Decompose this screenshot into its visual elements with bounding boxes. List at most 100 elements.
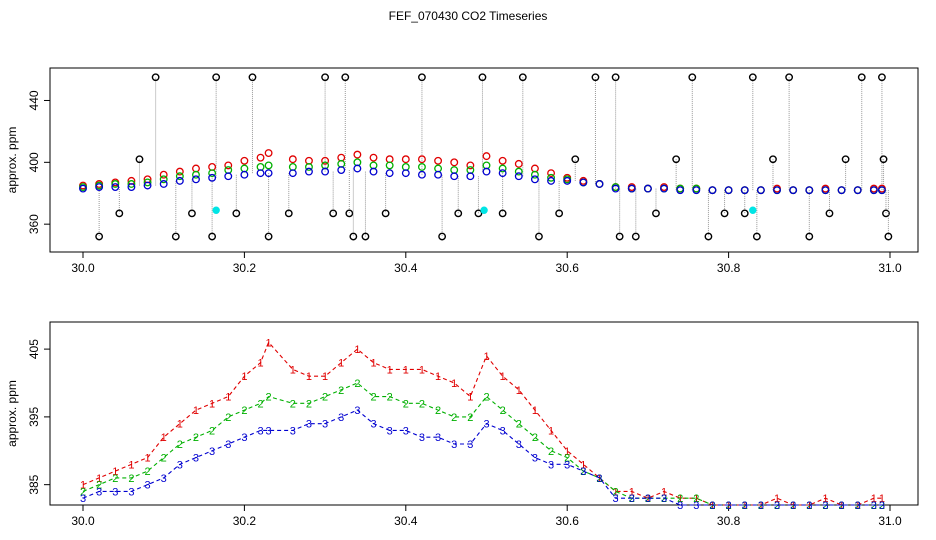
series-symbol: 3 — [726, 500, 732, 512]
series-symbol: 1 — [419, 364, 425, 376]
data-point — [143, 181, 152, 190]
series-symbol: 2 — [322, 392, 328, 404]
series-symbol: 2 — [564, 453, 570, 465]
series-symbol: 2 — [483, 392, 489, 404]
series-symbol: 3 — [266, 425, 272, 437]
series-symbol: 1 — [225, 392, 231, 404]
data-point — [482, 167, 491, 176]
series-symbol: 2 — [467, 412, 473, 424]
series-symbol: 1 — [338, 358, 344, 370]
series-symbol: 2 — [290, 398, 296, 410]
series-symbol: 2 — [241, 405, 247, 417]
data-point — [756, 186, 765, 195]
series-symbol: 3 — [532, 453, 538, 465]
series-symbol: 3 — [128, 486, 134, 498]
x-tick-label: 30.6 — [556, 514, 580, 528]
outlier-point — [611, 73, 620, 82]
series-symbol: 3 — [645, 493, 651, 505]
data-point — [450, 158, 459, 167]
series-symbol: 2 — [161, 453, 167, 465]
data-point — [627, 184, 636, 193]
series-symbol: 1 — [693, 493, 699, 505]
series-symbol: 2 — [629, 493, 635, 505]
data-point — [143, 178, 152, 187]
series-symbol: 1 — [80, 480, 86, 492]
series-symbol: 1 — [435, 371, 441, 383]
series-symbol: 2 — [596, 473, 602, 485]
series-symbol: 1 — [403, 364, 409, 376]
series-symbol: 1 — [193, 405, 199, 417]
series-symbol: 2 — [451, 412, 457, 424]
flagged-point — [749, 206, 757, 214]
series-symbol: 3 — [193, 453, 199, 465]
outlier-point — [769, 155, 777, 164]
outlier-point — [825, 209, 834, 218]
series-symbol: 2 — [435, 405, 441, 417]
x-tick-label: 30.2 — [233, 514, 257, 528]
data-point — [837, 186, 846, 195]
series-symbol: 1 — [580, 459, 586, 471]
series-line — [82, 341, 882, 506]
outlier-point — [878, 73, 886, 82]
series-symbol: 2 — [306, 398, 312, 410]
series-symbol: 3 — [613, 493, 619, 505]
outlier-point — [95, 232, 104, 241]
outlier-point — [498, 209, 507, 218]
series-symbol: 3 — [806, 500, 812, 512]
series-symbol: 2 — [80, 486, 86, 498]
series-symbol: 2 — [548, 446, 554, 458]
series-symbol: 1 — [322, 371, 328, 383]
data-point — [417, 163, 426, 171]
series-symbol: 2 — [516, 419, 522, 431]
data-point — [498, 156, 507, 165]
data-point — [369, 153, 378, 162]
series-symbol: 3 — [112, 486, 118, 498]
series-symbol: 1 — [742, 500, 748, 512]
series-symbol: 3 — [257, 425, 263, 437]
series-symbol: 3 — [871, 500, 877, 512]
plot-frame — [49, 321, 919, 506]
data-point — [369, 167, 378, 176]
data-point — [353, 150, 362, 159]
series-symbol: 2 — [693, 493, 699, 505]
outlier-point — [879, 155, 888, 164]
data-point — [417, 170, 426, 179]
series-symbol: 3 — [241, 432, 247, 444]
outlier-point — [785, 73, 794, 82]
series-symbol: 3 — [177, 459, 183, 471]
data-point — [175, 167, 184, 176]
series-symbol: 1 — [596, 473, 602, 485]
series-symbol: 2 — [112, 473, 118, 485]
series-symbol: 1 — [516, 385, 522, 397]
series-symbol: 2 — [580, 466, 586, 478]
x-tick-label: 30.4 — [394, 514, 418, 528]
y-tick-label: 360 — [27, 214, 41, 234]
series-symbol: 2 — [144, 466, 150, 478]
series-symbol: 2 — [338, 385, 344, 397]
x-tick-label: 30.6 — [556, 261, 580, 275]
data-point — [305, 167, 313, 176]
outlier-point — [652, 209, 660, 218]
data-point — [740, 186, 749, 195]
series-symbol: 3 — [822, 500, 828, 512]
outlier-point — [115, 209, 124, 218]
outlier-point — [535, 232, 543, 241]
y-axis-label: approx. ppm — [5, 127, 19, 194]
series-symbol: 1 — [370, 358, 376, 370]
series-symbol: 1 — [387, 364, 393, 376]
series-symbol: 3 — [500, 425, 506, 437]
outlier-point — [151, 73, 160, 82]
series-symbol: 1 — [144, 453, 150, 465]
series-symbol: 3 — [661, 493, 667, 505]
data-point — [563, 176, 572, 185]
series-symbol: 2 — [855, 500, 861, 512]
series-symbol: 1 — [629, 486, 635, 498]
chart-title: FEF_070430 CO2 Timeseries — [388, 9, 548, 23]
series-symbol: 3 — [322, 419, 328, 431]
series-symbol: 1 — [532, 405, 538, 417]
series-symbol: 2 — [96, 480, 102, 492]
series-symbol: 1 — [677, 493, 683, 505]
data-point — [159, 170, 168, 179]
series-symbol: 3 — [338, 412, 344, 424]
